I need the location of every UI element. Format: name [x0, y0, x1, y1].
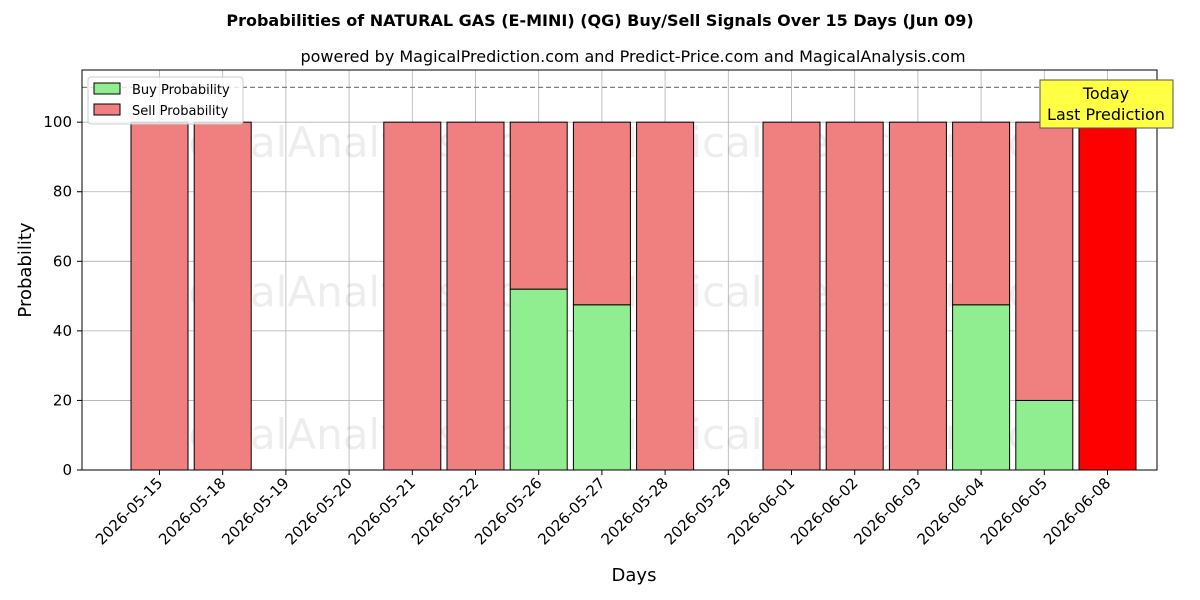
x-tick-label: 2026-05-18 [155, 474, 229, 548]
x-tick-label: 2026-05-27 [534, 474, 608, 548]
last-prediction-label: Last Prediction [1047, 105, 1165, 124]
y-tick-label: 60 [53, 252, 72, 270]
y-tick-label: 80 [53, 183, 72, 201]
x-tick-label: 2026-06-04 [914, 474, 988, 548]
legend-box [87, 76, 244, 125]
buy-bar [572, 304, 631, 471]
sell-bar [1015, 121, 1074, 401]
chart-title: Probabilities of NATURAL GAS (E-MINI) (Q… [226, 11, 973, 30]
plot-frame [81, 69, 1158, 471]
sell-bar [952, 121, 1011, 306]
sell-bar [509, 121, 568, 290]
legend-label-buy: Buy Probability [132, 83, 230, 98]
buy-bar [952, 304, 1011, 471]
legend: Buy Probability Sell Probability [87, 76, 244, 125]
x-tick-label: 2026-06-05 [977, 474, 1051, 548]
buy-bar [509, 288, 568, 471]
bars [130, 121, 1137, 471]
legend-label-sell: Sell Probability [132, 104, 229, 119]
x-tick-label: 2026-05-29 [661, 474, 735, 548]
y-tick-label: 0 [62, 461, 72, 479]
sell-bar [825, 121, 884, 471]
legend-swatch-buy [93, 82, 121, 95]
today-annotation: Today Last Prediction [1039, 79, 1174, 129]
sell-bar [572, 121, 631, 306]
sell-bar [193, 121, 252, 471]
x-tick-label: 2026-06-01 [724, 474, 798, 548]
y-tick-label: 40 [53, 322, 72, 340]
sell-bar [383, 121, 442, 471]
x-tick-label: 2026-06-03 [850, 474, 924, 548]
x-tick-label: 2026-05-19 [218, 474, 292, 548]
x-axis-label: Days [612, 565, 657, 586]
legend-swatch-sell [93, 103, 121, 116]
y-tick-label: 100 [43, 113, 72, 131]
x-tick-label: 2026-05-15 [92, 474, 166, 548]
x-tick-label: 2026-05-26 [471, 474, 545, 548]
sell-bar [888, 121, 947, 471]
x-tick-label: 2026-05-21 [345, 474, 419, 548]
x-tick-label: 2026-05-28 [598, 474, 672, 548]
x-tick-label: 2026-05-22 [408, 474, 482, 548]
x-tick-label: 2026-06-02 [787, 474, 861, 548]
today-label: Today [1082, 84, 1129, 103]
chart-subtitle: powered by MagicalPrediction.com and Pre… [300, 47, 965, 66]
y-axis-label: Probability [15, 222, 36, 317]
sell-bar [446, 121, 505, 471]
x-tick-label: 2026-06-08 [1040, 474, 1114, 548]
sell-bar [762, 121, 821, 471]
sell-bar [130, 121, 189, 471]
sell-bar [1078, 121, 1137, 471]
sell-bar [636, 121, 695, 471]
today-box [1039, 79, 1174, 129]
buy-bar [1015, 399, 1074, 471]
x-tick-label: 2026-05-20 [282, 474, 356, 548]
y-tick-label: 20 [53, 391, 72, 409]
